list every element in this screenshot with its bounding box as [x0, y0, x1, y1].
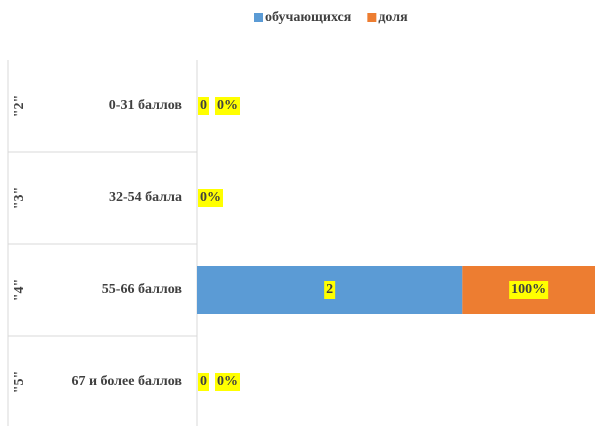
data-label-bg	[324, 281, 336, 299]
data-label: 2	[326, 282, 333, 297]
category-label: 0-31 баллов	[109, 98, 183, 113]
data-label: 0%	[217, 98, 238, 113]
data-label-bg	[215, 373, 240, 391]
data-label-bg	[198, 373, 209, 391]
data-label: 100%	[511, 282, 546, 297]
legend-swatch	[367, 13, 377, 22]
data-label-bg	[198, 189, 223, 207]
group-label: "3"	[12, 187, 27, 210]
data-label-bg	[215, 97, 240, 115]
group-label: "4"	[12, 279, 27, 302]
category-label: 32-54 балла	[109, 190, 182, 205]
category-label: 67 и более баллов	[71, 374, 182, 389]
category-label: 55-66 баллов	[102, 282, 183, 297]
data-label: 0%	[200, 190, 221, 205]
data-label-bg	[198, 97, 209, 115]
data-label: 0	[200, 374, 207, 389]
legend-swatch	[254, 13, 263, 22]
data-label-bg	[509, 281, 549, 299]
group-label: "5"	[12, 371, 27, 394]
group-label: "2"	[12, 95, 27, 118]
legend-label: обучающихся	[265, 10, 352, 25]
data-label: 0	[200, 98, 207, 113]
legend-label: доля	[378, 10, 408, 25]
data-label: 0%	[217, 374, 238, 389]
